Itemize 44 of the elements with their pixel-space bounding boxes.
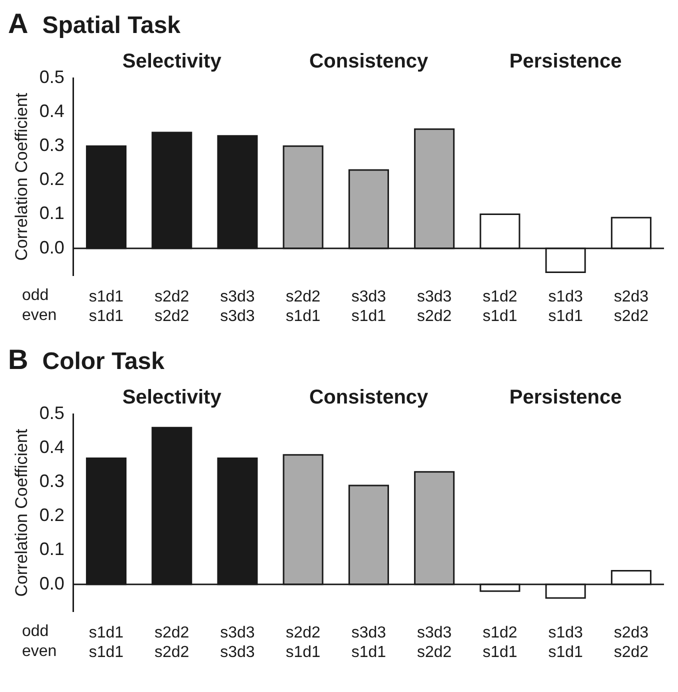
chart-title: Color Task (42, 348, 164, 375)
text: Consistency (309, 50, 430, 73)
x-tick-label: s3d3 s2d2 (416, 288, 452, 325)
text: Consistency (309, 386, 430, 409)
x-tick-label: s2d3 s2d2 (614, 624, 649, 661)
x-tick-label: s2d2 s2d2 (154, 288, 190, 325)
y-tick-label: 0.3 (39, 135, 64, 156)
x-tick-label: s2d2 s1d1 (286, 624, 321, 661)
x-tick-label: s1d1 s1d1 (88, 288, 124, 325)
text: Persistence (509, 386, 622, 409)
x-tick-label: s2d3 s2d2 (614, 288, 649, 325)
y-tick-label: 0.4 (39, 101, 64, 122)
x-tick-label: s3d3 s2d2 (416, 624, 452, 661)
text: odd even (22, 623, 57, 660)
text: A (8, 8, 28, 39)
y-tick-label: 0.1 (39, 539, 64, 560)
y-tick-label: 0.2 (39, 505, 64, 526)
x-tick-label: s3d3 s1d1 (351, 624, 386, 661)
text: B (8, 344, 28, 375)
y-axis-title: Correlation Coefficient (12, 92, 31, 261)
y-tick-label: 0.0 (39, 237, 64, 258)
x-tick-label: s1d1 s1d1 (88, 624, 124, 661)
text: Selectivity (122, 50, 222, 73)
y-tick-label: 0.2 (39, 169, 64, 190)
text: Selectivity (122, 386, 222, 409)
y-axis-title: Correlation Coefficient (12, 428, 31, 597)
x-tick-label: s1d3 s1d1 (548, 624, 584, 661)
y-tick-label: 0.1 (39, 203, 64, 224)
x-tick-label: s2d2 s1d1 (286, 288, 321, 325)
x-tick-label: s1d2 s1d1 (482, 624, 518, 661)
x-tick-label: s3d3 s3d3 (220, 288, 255, 325)
y-tick-label: 0.0 (39, 573, 64, 594)
text: Persistence (509, 50, 622, 73)
x-tick-label: s1d3 s1d1 (548, 288, 584, 325)
y-tick-label: 0.3 (39, 471, 64, 492)
text: odd even (22, 287, 57, 324)
chart-title: Spatial Task (42, 12, 181, 39)
y-tick-label: 0.5 (39, 66, 64, 87)
y-tick-label: 0.5 (39, 402, 64, 423)
x-tick-label: s2d2 s2d2 (154, 624, 190, 661)
x-tick-label: s3d3 s3d3 (220, 624, 255, 661)
x-tick-label: s1d2 s1d1 (482, 288, 518, 325)
y-tick-label: 0.4 (39, 437, 64, 458)
x-tick-label: s3d3 s1d1 (351, 288, 386, 325)
